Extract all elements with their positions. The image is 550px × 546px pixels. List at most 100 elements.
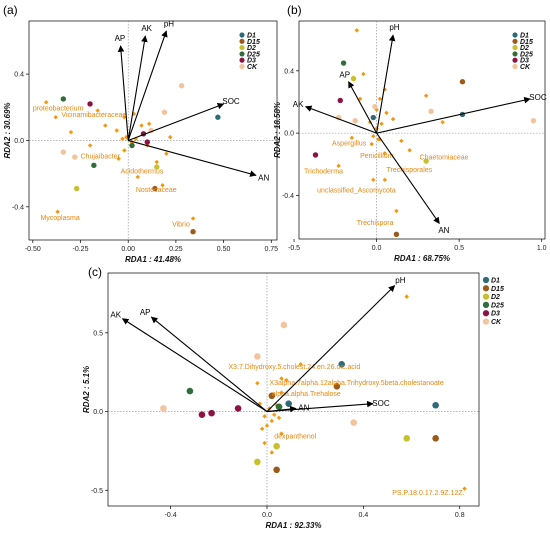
taxon-point [122,148,127,153]
taxon-point [116,156,121,161]
x-tick-label: 0.0 [372,245,382,252]
y-tick-label: -0.4 [12,204,24,211]
legend-swatch-d25 [512,51,518,57]
legend-swatch-d2 [239,45,245,51]
taxon-point [87,143,93,148]
x-axis-title: RDA1 : 68.75% [394,254,450,263]
sample-point-ck [60,149,67,155]
sample-point-ck [428,108,434,115]
sample-point-d25 [275,403,283,411]
sample-point-ck [372,103,378,110]
vector-arrow-an [376,132,440,224]
taxon-point [262,414,267,419]
sample-point-d3 [198,411,206,418]
y-axis-title: RDA2 : 30.69% [3,102,12,158]
sample-point-d1 [338,361,345,368]
legend-swatch-d25 [239,51,245,57]
taxon-point [103,123,108,128]
vector-label: AN [438,226,449,235]
taxon-label: unclassified_Ascomycota [317,187,396,194]
taxon-point [384,110,389,116]
sample-point-d15 [273,466,280,474]
sample-point-d2 [273,442,280,450]
legend-label: CK [247,64,258,71]
sample-point-d15 [333,383,341,390]
vector-label: pH [164,19,174,28]
taxon-point [160,183,165,188]
taxon-point [279,376,284,381]
x-tick-label: 0.75 [264,246,278,253]
taxon-point [68,129,74,135]
vector-label: AP [339,71,350,80]
x-tick-label: -0.25 [73,246,89,253]
sample-point-d1 [370,114,376,121]
legend-swatch-d2 [512,45,518,51]
vector-arrow-an [266,405,297,413]
rda-panel: (c) -0.4 0.0 0.4 0.8 -0.5 0.0 0.5 RDA1 : 92.33% R… [82,265,504,530]
taxon-point [440,120,445,125]
x-tick-label: 0.00 [121,246,135,253]
legend-swatch-d1 [512,32,518,38]
sample-point-ck [254,353,261,360]
legend-label: D1 [247,33,256,40]
rda-panel: (b) -0.5 0.0 0.5 1.0 -0.4 0.0 0.4 RDA1 : 68.75% R… [273,3,547,263]
sample-point-ck [352,117,358,124]
legend-swatch-d25 [482,301,490,309]
taxon-point [394,208,399,214]
sample-point-d2 [423,158,429,164]
sample-point-d3 [208,409,215,417]
vector-arrow-ap [117,45,129,141]
sample-point-d15 [152,185,158,192]
taxon-label: dexpanthenol [274,433,316,440]
sample-point-ck [530,117,537,124]
taxon-point [276,415,282,421]
legend-label: D15 [247,39,260,46]
taxon-label: Vibrio [172,222,190,229]
taxon-point [377,96,383,102]
sample-point-d15 [393,231,400,238]
sample-point-d3 [337,97,343,104]
x-tick-label: -0.4 [165,512,177,519]
sample-point-ck [72,154,78,160]
vector-arrow-soc [376,96,531,134]
taxon-point [379,121,384,126]
taxon-point [122,115,127,120]
legend-swatch-ck [512,63,518,70]
taxon-point [284,377,289,383]
legend-label: D15 [520,39,533,46]
legend-swatch-d3 [512,57,518,63]
y-tick-label: -0.5 [91,488,103,495]
taxon-label: Nostocaceae [136,187,177,194]
taxon-label: X3.7.Dihydroxy.5.cholest.24.en.26.oic.ac… [228,364,360,371]
vector-arrow-ap [348,81,378,134]
sample-point-d2 [154,164,160,170]
taxon-label: Mycoplasma [40,215,79,222]
panel-label: (a) [3,3,18,17]
legend-swatch-ck [239,63,245,70]
sample-point-d2 [254,458,261,466]
sample-point-ck [350,419,358,426]
vector-label: AP [140,308,151,317]
taxon-point [377,137,383,142]
y-tick-label: -0.4 [282,193,294,200]
vector-arrow-ak [304,105,377,134]
taxon-point [336,163,341,169]
taxon-point [399,138,404,144]
taxon-point [279,390,284,395]
rda-panel: (a) -0.50 -0.25 0.00 0.25 0.50 0.75 -0.4 0.0 0.4 R… [3,3,278,264]
vector-label: pH [395,276,405,285]
sample-point-ck [178,83,185,89]
taxon-point [357,96,363,102]
taxon-point [279,431,284,436]
x-tick-label: -0.50 [25,246,41,253]
panel-label: (c) [88,265,102,279]
sample-point-d3 [234,405,242,412]
taxon-label: Trichoderma [304,169,343,176]
y-tick-label: 0.4 [284,68,294,75]
legend-label: D2 [247,45,256,52]
taxon-point [53,115,58,120]
vector-arrow-ap [150,316,268,412]
legend-label: CK [520,64,531,71]
x-tick-label: 0.8 [455,512,465,519]
